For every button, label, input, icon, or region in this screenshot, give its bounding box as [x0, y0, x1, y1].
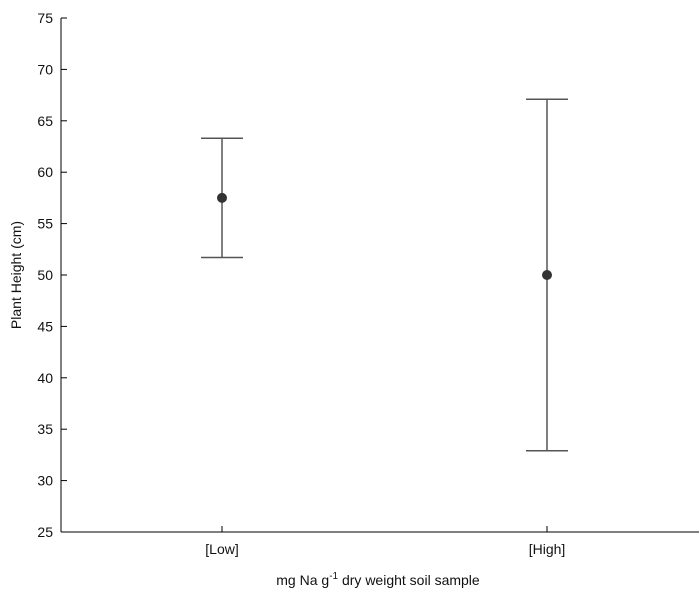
y-tick-label: 45 — [37, 318, 53, 334]
y-tick-label: 60 — [37, 164, 53, 180]
y-tick-label: 35 — [37, 421, 53, 437]
y-tick-label: 50 — [37, 267, 53, 283]
x-axis-label-superscript: -1 — [329, 571, 338, 582]
y-tick-label: 55 — [37, 216, 53, 232]
y-tick-label: 65 — [37, 113, 53, 129]
x-tick-label: [High] — [529, 541, 566, 557]
error-bar-marks — [201, 98, 568, 452]
y-tick-label: 40 — [37, 370, 53, 386]
x-axis-label: mg Na g-1 dry weight soil sample — [276, 571, 480, 588]
mean-point — [542, 270, 552, 280]
y-tick-label: 30 — [37, 473, 53, 489]
x-axis-label-suffix: dry weight soil sample — [338, 572, 480, 588]
x-tick-label: [Low] — [205, 541, 238, 557]
x-axis: [Low] [High] — [61, 526, 699, 557]
y-tick-label: 25 — [37, 524, 53, 540]
x-axis-label-prefix: mg Na g — [276, 572, 329, 588]
mean-point — [217, 192, 227, 203]
y-tick-label: 70 — [37, 61, 53, 77]
y-tick-label: 75 — [37, 10, 53, 26]
y-axis: 25 30 35 40 45 50 55 60 65 70 75 — [37, 10, 67, 540]
y-axis-label: Plant Height (cm) — [8, 221, 24, 329]
